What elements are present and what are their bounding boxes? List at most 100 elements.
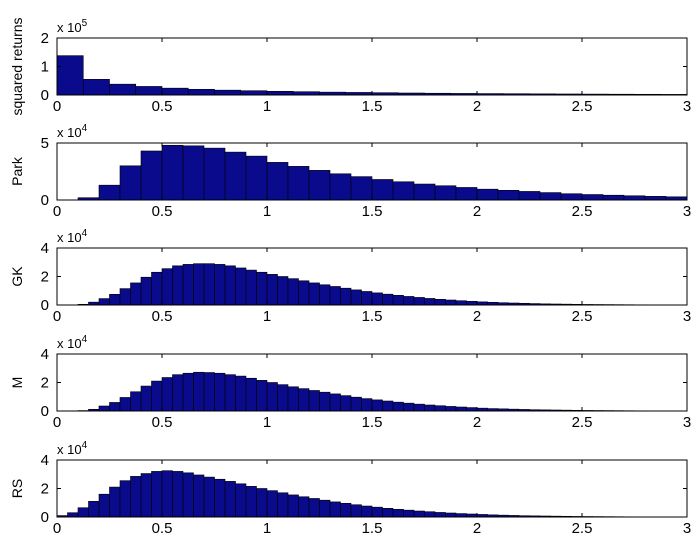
histogram-bar xyxy=(392,181,415,201)
histogram-bar xyxy=(361,291,373,306)
histogram-bar xyxy=(172,265,184,306)
x-tick-label: 1.5 xyxy=(362,203,383,220)
histogram-bar xyxy=(308,390,320,412)
histogram-bar xyxy=(98,405,110,412)
y-tick-label: 4 xyxy=(41,240,49,257)
x-tick-label: 1 xyxy=(263,414,271,431)
x-tick-label: 0.5 xyxy=(152,203,173,220)
y-axis-label: M xyxy=(9,377,25,389)
histogram-bar xyxy=(224,374,236,412)
x-tick-label: 2 xyxy=(473,98,481,115)
histogram-bar xyxy=(161,87,189,96)
histogram-bar xyxy=(329,501,341,518)
histogram-bar xyxy=(403,402,415,412)
axis-multiplier-base: x 10 xyxy=(57,230,82,245)
x-tick-label: 0.5 xyxy=(152,414,173,431)
histogram-bar xyxy=(235,375,247,412)
axis-multiplier: x 104 xyxy=(57,228,88,245)
x-tick-label: 0.5 xyxy=(152,308,173,325)
histogram-bar xyxy=(224,481,236,518)
histogram-bar xyxy=(623,195,646,201)
axis-multiplier: x 104 xyxy=(57,123,88,140)
histogram-bar xyxy=(581,194,604,201)
histogram-bar xyxy=(151,471,163,518)
histogram-bar xyxy=(182,472,194,518)
x-tick-label: 2.5 xyxy=(572,98,593,115)
axis-multiplier-exponent: 4 xyxy=(82,440,88,451)
histogram-bar xyxy=(319,499,331,518)
histogram-bar xyxy=(151,271,163,306)
histogram-bar xyxy=(466,300,478,306)
histogram-bar xyxy=(140,276,152,306)
histogram-bar xyxy=(602,194,625,201)
histogram-bar xyxy=(203,147,226,201)
histogram-bar xyxy=(413,510,425,518)
histogram-bar xyxy=(161,144,184,201)
histogram-bar xyxy=(413,403,425,412)
histogram-panel-0: 0 0.5 1 1.5 2 2.5 3 0 1 2 x 105 squared returns xyxy=(9,17,691,115)
x-tick-label: 0.5 xyxy=(152,520,173,537)
histogram-bar xyxy=(109,486,121,518)
x-tick-label: 1.5 xyxy=(362,414,383,431)
histogram-bar xyxy=(413,183,436,201)
histogram-bar xyxy=(424,404,436,412)
histogram-bar xyxy=(77,507,89,518)
histogram-bar xyxy=(203,263,215,306)
y-tick-label: 4 xyxy=(41,346,49,363)
histogram-bar xyxy=(245,155,268,201)
histogram-bar xyxy=(82,79,110,96)
y-tick-label: 0 xyxy=(41,403,49,420)
x-tick-label: 1 xyxy=(263,520,271,537)
histogram-bar xyxy=(109,294,121,306)
x-tick-label: 2.5 xyxy=(572,308,593,325)
histogram-bar xyxy=(130,476,142,518)
histogram-bar xyxy=(88,501,100,518)
histogram-bar xyxy=(455,513,467,518)
histogram-bar xyxy=(266,490,278,518)
histogram-bar xyxy=(235,483,247,518)
x-tick-label: 2.5 xyxy=(572,520,593,537)
histogram-bar xyxy=(245,486,257,518)
x-tick-label: 0 xyxy=(53,98,61,115)
histogram-bar xyxy=(298,388,310,412)
x-tick-label: 3 xyxy=(683,414,691,431)
histogram-bar xyxy=(266,274,278,306)
axes-frame xyxy=(56,37,688,96)
y-axis-label: GK xyxy=(9,266,25,287)
histogram-bar xyxy=(109,402,121,412)
histogram-bar xyxy=(182,372,194,412)
histogram-bar xyxy=(371,506,383,518)
histogram-bar xyxy=(560,193,583,201)
histogram-bar xyxy=(98,184,121,201)
histogram-bar xyxy=(161,377,173,412)
axis-multiplier-exponent: 4 xyxy=(82,334,88,345)
histogram-bar xyxy=(361,398,373,412)
histogram-bar xyxy=(151,380,163,412)
histogram-bar xyxy=(476,188,499,201)
histogram-bar xyxy=(466,407,478,412)
histogram-bar xyxy=(224,151,247,201)
histogram-bar xyxy=(539,192,562,201)
histogram-bar xyxy=(434,405,446,412)
histogram-bar xyxy=(214,264,226,306)
histogram-bar xyxy=(644,196,667,201)
histogram-bar xyxy=(182,145,205,201)
histogram-bar xyxy=(371,399,383,412)
histogram-bar xyxy=(119,397,131,412)
histogram-bar xyxy=(256,380,268,412)
histogram-bar xyxy=(214,89,242,96)
y-axis-label: RS xyxy=(9,479,25,498)
histogram-bar xyxy=(140,150,163,201)
y-tick-label: 5 xyxy=(41,135,49,152)
histogram-bar xyxy=(266,162,289,201)
histogram-bar xyxy=(119,288,131,306)
histogram-bar xyxy=(329,393,341,412)
histogram-bar xyxy=(245,377,257,412)
x-tick-label: 1.5 xyxy=(362,520,383,537)
y-tick-label: 0 xyxy=(41,87,49,104)
histogram-bar xyxy=(382,400,394,412)
histogram-bar xyxy=(340,287,352,306)
histogram-bar xyxy=(140,473,152,518)
